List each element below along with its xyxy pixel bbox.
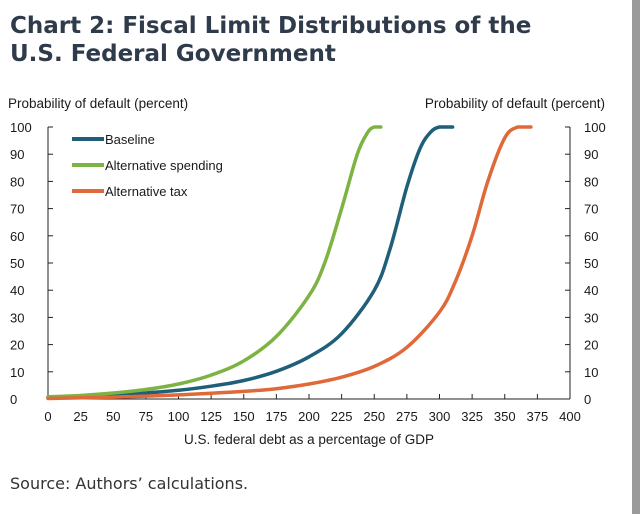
x-tick-label: 150 [233,409,255,424]
y-tick-label-right: 40 [584,283,598,298]
x-tick-label: 0 [44,409,51,424]
legend-label-alternative-tax: Alternative tax [105,184,188,199]
legend: Baseline Alternative spending Alternative … [72,132,223,199]
x-tick-label: 200 [298,409,320,424]
y-tick-label-right: 80 [584,174,598,189]
chart-axes: 0 0 10 10 20 20 30 30 40 40 50 50 60 60 70 70 80 80 90 90 10… [10,120,606,424]
y-tick-label-left: 40 [10,283,24,298]
y-tick-label-right: 60 [584,229,598,244]
x-tick-label: 100 [168,409,190,424]
y-tick-label-left: 10 [10,365,24,380]
series-layer [46,125,533,401]
y-tick-label-left: 60 [10,229,24,244]
x-tick-label: 175 [266,409,288,424]
source-note: Source: Authors’ calculations. [10,474,249,493]
x-tick-label: 300 [429,409,451,424]
y-tick-label-right: 70 [584,202,598,217]
y-tick-label-right: 30 [584,310,598,325]
legend-label-alternative-spending: Alternative spending [105,158,223,173]
series-line-baseline [46,125,455,400]
y-tick-label-left: 80 [10,174,24,189]
x-tick-label: 225 [331,409,353,424]
x-tick-label: 350 [494,409,516,424]
y-tick-label-left: 50 [10,256,24,271]
x-tick-label: 275 [396,409,418,424]
x-tick-label: 250 [363,409,385,424]
y-tick-label-right: 100 [584,120,606,135]
y-tick-label-left: 70 [10,202,24,217]
x-tick-label: 25 [73,409,87,424]
x-tick-label: 125 [200,409,222,424]
y-axis-label-left: Probability of default (percent) [8,96,188,111]
x-axis-label: U.S. federal debt as a percentage of GDP [184,432,434,447]
y-axis-label-right: Probability of default (percent) [425,96,605,111]
x-tick-label: 400 [559,409,581,424]
chart-title: Chart 2: Fiscal Limit Distributions of t… [10,13,532,67]
legend-label-baseline: Baseline [105,132,155,147]
window-edge-strip [632,0,640,514]
y-tick-label-left: 90 [10,147,24,162]
series-line-alternative-spending [46,125,383,399]
y-tick-label-left: 100 [10,120,32,135]
y-tick-label-right: 20 [584,338,598,353]
series-line-alternative-tax [46,125,533,401]
y-tick-label-right: 10 [584,365,598,380]
y-tick-label-right: 0 [584,392,591,407]
y-tick-label-left: 0 [10,392,17,407]
y-tick-label-right: 90 [584,147,598,162]
y-tick-label-right: 50 [584,256,598,271]
y-tick-label-left: 30 [10,310,24,325]
x-tick-label: 50 [106,409,120,424]
x-tick-label: 75 [139,409,153,424]
y-tick-label-left: 20 [10,338,24,353]
x-tick-label: 325 [461,409,483,424]
x-tick-label: 375 [527,409,549,424]
